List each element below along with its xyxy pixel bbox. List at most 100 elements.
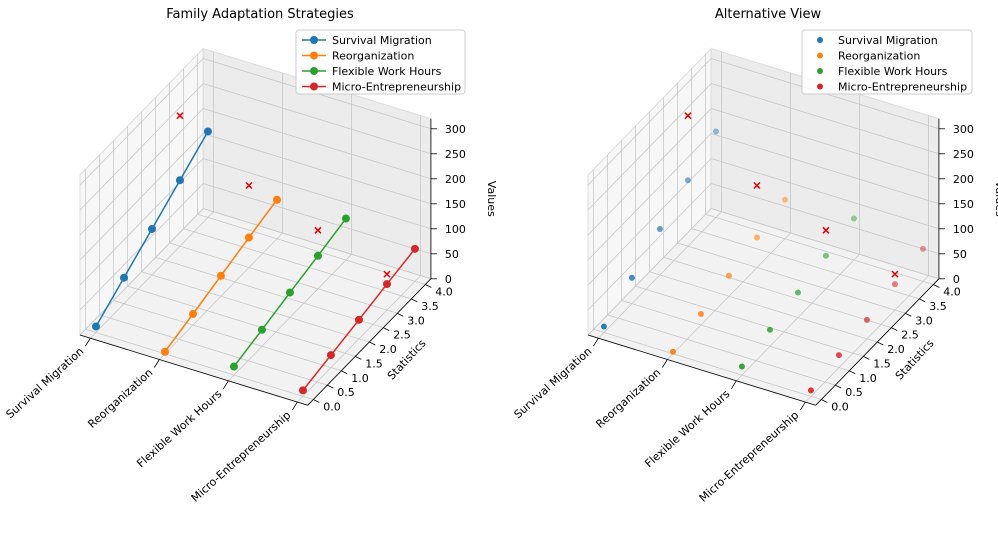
x-marker-stroke xyxy=(176,112,184,120)
grid-line xyxy=(711,208,940,280)
legend-marker xyxy=(817,68,823,74)
grid-line xyxy=(711,158,940,230)
data-point xyxy=(298,386,307,395)
data-point xyxy=(850,215,857,222)
y-tick-label: 2.0 xyxy=(887,343,905,356)
data-point xyxy=(313,251,322,260)
data-point xyxy=(669,348,676,355)
legend-marker xyxy=(310,36,318,44)
x-axis-line xyxy=(587,334,816,406)
tick-mark xyxy=(292,401,298,411)
x-marker xyxy=(753,181,761,190)
tick-mark xyxy=(85,337,91,347)
y-tick-label: 0.5 xyxy=(845,386,863,399)
data-point xyxy=(382,280,391,289)
grid-line xyxy=(691,228,920,300)
y-tick-label: 3.0 xyxy=(915,314,933,327)
data-point xyxy=(410,244,419,253)
data-point xyxy=(341,214,350,223)
y-tick-label: 0.0 xyxy=(831,401,849,414)
data-point xyxy=(326,351,335,360)
legend: Survival Migration Reorganization Flexible… xyxy=(801,29,973,95)
z-tick-label: 0 xyxy=(445,273,452,286)
y-axis-line xyxy=(815,278,940,406)
x-marker-stroke xyxy=(314,226,322,234)
grid-line xyxy=(711,133,940,205)
x-marker xyxy=(245,181,253,190)
grid-line xyxy=(587,108,712,236)
grid-line xyxy=(203,133,432,205)
x-marker xyxy=(822,226,830,234)
tick-mark xyxy=(662,359,668,368)
tick-mark xyxy=(313,399,320,403)
grid-line xyxy=(85,328,314,400)
tick-mark xyxy=(425,284,432,288)
tick-mark xyxy=(341,370,348,375)
data-point xyxy=(628,274,635,281)
z-tick-label: 250 xyxy=(445,148,466,161)
x-tick-label: Micro-Entrepreneurship xyxy=(189,409,294,505)
y-tick-label: 4.0 xyxy=(943,286,961,299)
tick-mark xyxy=(397,312,404,317)
x-marker-stroke xyxy=(684,112,692,120)
legend-marker xyxy=(817,52,823,59)
x-marker-stroke xyxy=(245,181,253,190)
data-point xyxy=(285,288,294,297)
legend-marker xyxy=(817,83,823,90)
subplot: Survival Migration ReorganizationFlexible… xyxy=(512,7,998,505)
data-point xyxy=(738,363,745,370)
y-tick-label: 0.0 xyxy=(323,401,341,414)
tick-mark xyxy=(849,370,856,375)
data-point xyxy=(684,177,691,184)
grid-line xyxy=(79,108,204,236)
grid-line xyxy=(113,300,342,372)
legend-marker xyxy=(310,67,318,75)
z-tick-label: 100 xyxy=(953,223,974,236)
data-point xyxy=(919,245,926,252)
grid-line xyxy=(203,83,432,155)
grid-line xyxy=(183,228,412,300)
z-tick-label: 100 xyxy=(445,223,466,236)
x-marker-stroke xyxy=(822,226,830,234)
y-tick-label: 2.0 xyxy=(379,343,397,356)
grid-line xyxy=(677,242,906,314)
z-axis-label: Values xyxy=(485,181,498,217)
grid-line xyxy=(79,58,204,186)
legend-marker xyxy=(310,51,318,60)
y-tick-label: 0.5 xyxy=(337,386,355,399)
data-point xyxy=(216,271,225,280)
data-point xyxy=(794,289,801,296)
legend: Survival Migration Reorganization Flexible… xyxy=(295,29,466,95)
data-point xyxy=(822,252,829,259)
chart-title: Alternative View xyxy=(715,7,822,22)
tick-mark xyxy=(933,284,940,288)
grid-line xyxy=(79,83,204,211)
data-point xyxy=(656,225,663,232)
y-axis-line xyxy=(307,278,432,406)
data-point xyxy=(272,195,281,204)
z-axis-label: Values xyxy=(993,181,998,217)
tick-mark xyxy=(800,401,806,411)
grid-line xyxy=(711,83,940,155)
data-point xyxy=(712,128,719,135)
z-tick-label: 200 xyxy=(953,173,974,186)
chart-title: Family Adaptation Strategies xyxy=(166,7,354,22)
legend-label: Reorganization xyxy=(332,50,414,63)
x-tick-label: Reorganization xyxy=(85,366,155,431)
x-marker xyxy=(176,112,184,120)
data-point xyxy=(835,352,842,359)
grid-line xyxy=(587,208,712,336)
grid-line xyxy=(99,314,328,386)
grid-line xyxy=(587,133,712,261)
x-tick-label: Survival Migration xyxy=(4,345,87,421)
grid-line xyxy=(649,271,878,343)
legend-label: Survival Migration xyxy=(838,34,938,47)
grid-line xyxy=(587,183,712,311)
data-point xyxy=(753,234,760,241)
legend-box xyxy=(295,29,466,95)
grid-line xyxy=(79,208,204,336)
x-tick-label: Micro-Entrepreneurship xyxy=(697,409,802,505)
tick-mark xyxy=(223,380,229,390)
data-point xyxy=(203,127,212,136)
grid-line xyxy=(711,183,940,255)
